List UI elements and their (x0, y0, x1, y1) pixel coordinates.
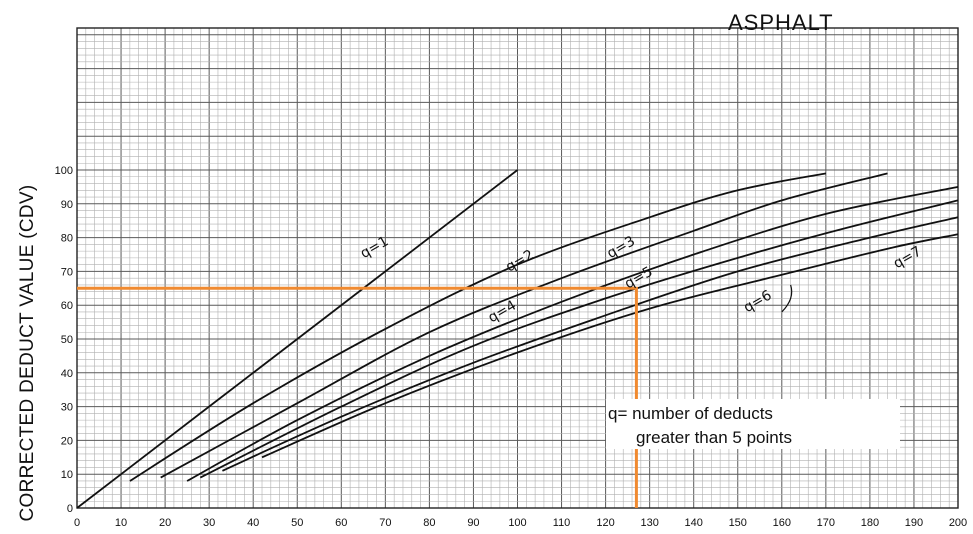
x-tick-label: 90 (467, 517, 479, 529)
x-tick-label: 140 (685, 517, 703, 529)
plot-frame (76, 27, 959, 509)
x-tick-label: 120 (596, 517, 614, 529)
y-tick-label: 70 (61, 266, 73, 278)
y-axis-label: CORRECTED DEDUCT VALUE (CDV) (17, 184, 38, 521)
curve-q7 (261, 233, 959, 459)
curve-q4 (186, 186, 959, 482)
y-tick-label: 100 (55, 165, 73, 177)
y-tick-label: 20 (61, 435, 73, 447)
x-tick-label: 30 (203, 517, 215, 529)
y-tick-label: 10 (61, 469, 73, 481)
y-tick-label: 40 (61, 368, 73, 380)
x-tick-label: 200 (949, 517, 967, 529)
x-tick-label: 10 (115, 517, 127, 529)
x-tick-label: 110 (553, 517, 571, 529)
x-tick-label: 130 (640, 517, 658, 529)
curve-q6 (222, 216, 959, 472)
curve-q3 (160, 172, 888, 479)
legend-note-line-2: greater than 5 points (636, 428, 792, 447)
curve-q5 (199, 199, 959, 479)
x-tick-label: 170 (817, 517, 835, 529)
y-tick-label: 80 (61, 233, 73, 245)
x-tick-label: 80 (423, 517, 435, 529)
y-tick-label: 50 (61, 334, 73, 346)
y-tick-label: 30 (61, 402, 73, 414)
q6-leader (781, 284, 793, 313)
y-tick-label: 60 (61, 300, 73, 312)
curve-label-q4: q=4 (485, 298, 519, 327)
grid (76, 27, 959, 509)
y-tick-label: 90 (61, 199, 73, 211)
x-tick-label: 150 (729, 517, 747, 529)
curves (76, 169, 959, 509)
x-tick-labels: 0 10 20 30 40 50 60 70 80 90 100 110 120 130 140 150 160… (74, 517, 967, 529)
legend-note-background (606, 399, 900, 449)
curve-q1 (76, 169, 519, 509)
y-tick-labels: 0 10 20 30 40 50 60 70 80 90 100 (55, 165, 73, 515)
x-tick-label: 50 (291, 517, 303, 529)
x-tick-label: 160 (773, 517, 791, 529)
x-tick-label: 70 (379, 517, 391, 529)
chart-title: ASPHALT (728, 10, 834, 35)
x-tick-label: 60 (335, 517, 347, 529)
curve-label-q7: q=7 (891, 243, 925, 272)
x-tick-label: 0 (74, 517, 80, 529)
curve-q2 (129, 172, 827, 482)
x-tick-label: 190 (905, 517, 923, 529)
x-tick-label: 180 (861, 517, 879, 529)
legend-note-line-1: q= number of deducts (608, 404, 773, 423)
x-tick-label: 100 (508, 517, 526, 529)
y-tick-label: 0 (67, 503, 73, 515)
x-tick-label: 20 (159, 517, 171, 529)
x-tick-label: 40 (247, 517, 259, 529)
